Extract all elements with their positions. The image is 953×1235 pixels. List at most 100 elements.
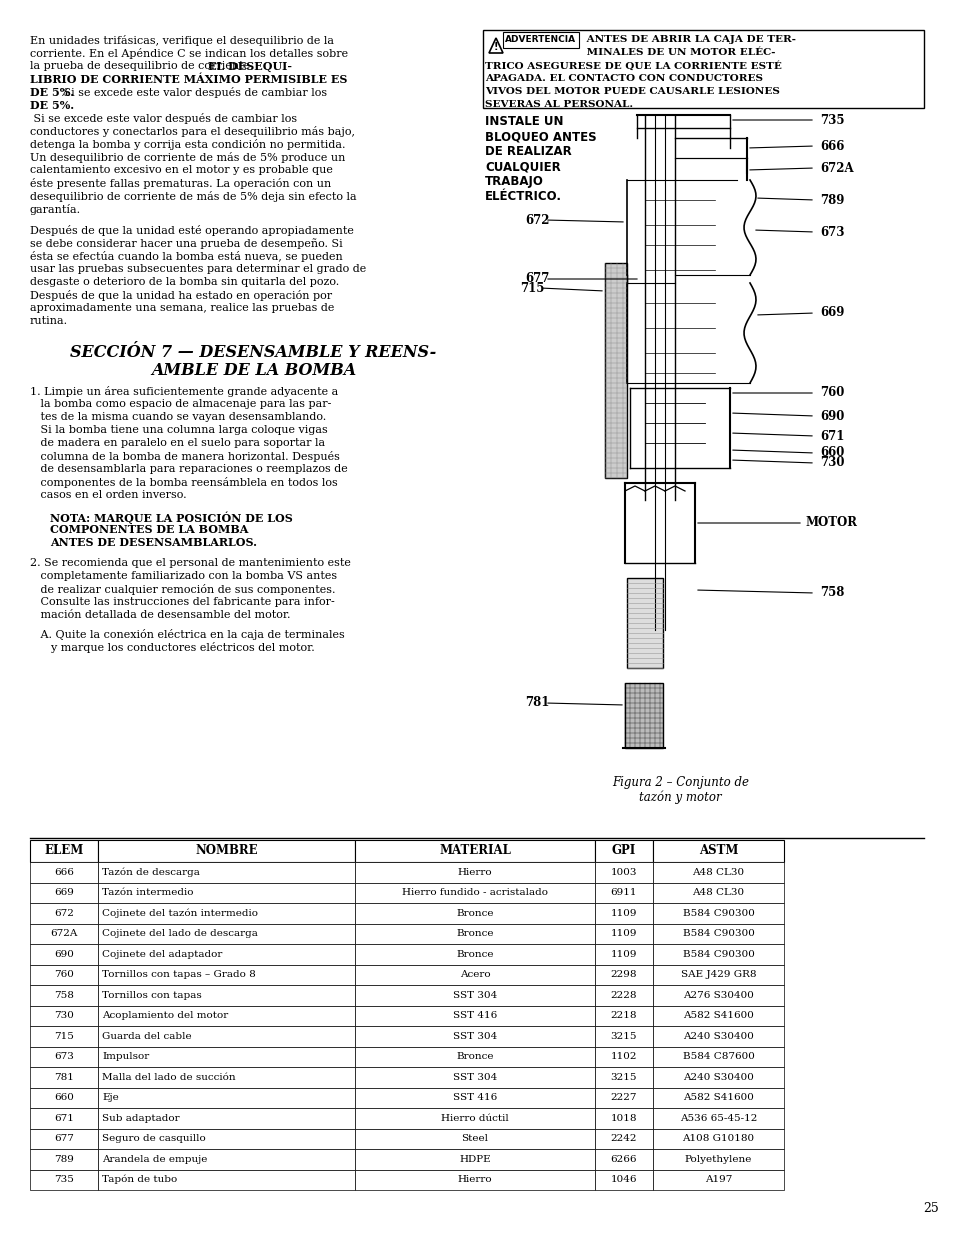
Text: Hierro: Hierro: [457, 868, 492, 877]
Text: Si la bomba tiene una columna larga coloque vigas: Si la bomba tiene una columna larga colo…: [30, 425, 328, 435]
Text: 660: 660: [54, 1093, 74, 1103]
Bar: [30, 986, 98, 1005]
Text: ésta se efectúa cuando la bomba está nueva, se pueden: ésta se efectúa cuando la bomba está nue…: [30, 251, 342, 262]
Text: 715: 715: [520, 282, 544, 294]
Text: 758: 758: [820, 587, 843, 599]
Bar: [355, 986, 595, 1005]
Text: 677: 677: [525, 273, 550, 285]
Text: Bronce: Bronce: [456, 1052, 494, 1061]
Text: 3215: 3215: [610, 1031, 637, 1041]
Text: HDPE: HDPE: [458, 1155, 490, 1163]
Text: SST 416: SST 416: [453, 1093, 497, 1103]
Bar: [595, 1005, 652, 1026]
Text: 1. Limpie un área suficientemente grande adyacente a: 1. Limpie un área suficientemente grande…: [30, 387, 338, 396]
Text: 660: 660: [820, 447, 843, 459]
Text: Arandela de empuje: Arandela de empuje: [102, 1155, 207, 1163]
Text: 735: 735: [820, 114, 843, 126]
Bar: [30, 903, 98, 924]
Bar: [652, 1088, 783, 1108]
Text: GPI: GPI: [611, 845, 636, 857]
Bar: [652, 1005, 783, 1026]
Text: garantía.: garantía.: [30, 204, 81, 215]
Bar: [652, 944, 783, 965]
Text: DE 5%.: DE 5%.: [30, 100, 74, 111]
Bar: [355, 944, 595, 965]
Bar: [30, 1005, 98, 1026]
Text: columna de la bomba de manera horizontal. Después: columna de la bomba de manera horizontal…: [30, 451, 339, 462]
Text: TRICO ASEGURESE DE QUE LA CORRIENTE ESTÉ: TRICO ASEGURESE DE QUE LA CORRIENTE ESTÉ: [484, 61, 781, 70]
Text: 669: 669: [54, 888, 74, 898]
Bar: [595, 1026, 652, 1046]
Text: SECCIÓN 7 — DESENSAMBLE Y REENS-: SECCIÓN 7 — DESENSAMBLE Y REENS-: [71, 345, 436, 361]
Bar: [595, 840, 652, 862]
Text: 677: 677: [54, 1134, 74, 1144]
Text: LIBRIO DE CORRIENTE MÁXIMO PERMISIBLE ES: LIBRIO DE CORRIENTE MÁXIMO PERMISIBLE ES: [30, 74, 347, 85]
Text: Malla del lado de succión: Malla del lado de succión: [102, 1073, 235, 1082]
Text: Cojinete del tazón intermedio: Cojinete del tazón intermedio: [102, 909, 257, 918]
Text: componentes de la bomba reensámblela en todos los: componentes de la bomba reensámblela en …: [30, 477, 337, 488]
Text: BLOQUEO ANTES: BLOQUEO ANTES: [484, 130, 596, 143]
Bar: [30, 1088, 98, 1108]
Text: Un desequilibrio de corriente de más de 5% produce un: Un desequilibrio de corriente de más de …: [30, 152, 345, 163]
Text: corriente. En el Apéndice C se indican los detalles sobre: corriente. En el Apéndice C se indican l…: [30, 48, 348, 59]
Bar: [652, 986, 783, 1005]
Bar: [98, 1129, 355, 1149]
Text: usar las pruebas subsecuentes para determinar el grado de: usar las pruebas subsecuentes para deter…: [30, 264, 366, 274]
Text: Bronce: Bronce: [456, 929, 494, 939]
Text: ELEM: ELEM: [45, 845, 84, 857]
Text: A108 G10180: A108 G10180: [681, 1134, 754, 1144]
Text: Seguro de casquillo: Seguro de casquillo: [102, 1134, 206, 1144]
Bar: [624, 683, 662, 748]
Text: Hierro dúctil: Hierro dúctil: [440, 1114, 508, 1123]
Text: 2298: 2298: [610, 971, 637, 979]
Text: A48 CL30: A48 CL30: [692, 868, 743, 877]
Text: Sub adaptador: Sub adaptador: [102, 1114, 179, 1123]
Text: A276 S30400: A276 S30400: [682, 990, 753, 1000]
Text: Steel: Steel: [461, 1134, 488, 1144]
Bar: [652, 965, 783, 986]
Text: 6911: 6911: [610, 888, 637, 898]
Text: Figura 2 – Conjunto de: Figura 2 – Conjunto de: [612, 776, 748, 789]
Text: éste presente fallas prematuras. La operación con un: éste presente fallas prematuras. La oper…: [30, 178, 331, 189]
Text: AMBLE DE LA BOMBA: AMBLE DE LA BOMBA: [151, 362, 355, 379]
Bar: [30, 883, 98, 903]
Text: VIVOS DEL MOTOR PUEDE CAUSARLE LESIONES: VIVOS DEL MOTOR PUEDE CAUSARLE LESIONES: [484, 86, 779, 96]
Text: mación detallada de desensamble del motor.: mación detallada de desensamble del moto…: [30, 610, 291, 620]
Text: A240 S30400: A240 S30400: [682, 1073, 753, 1082]
Text: Consulte las instrucciones del fabricante para infor-: Consulte las instrucciones del fabricant…: [30, 597, 335, 606]
Text: APAGADA. EL CONTACTO CON CONDUCTORES: APAGADA. EL CONTACTO CON CONDUCTORES: [484, 74, 762, 83]
Bar: [595, 1170, 652, 1191]
Bar: [595, 903, 652, 924]
Text: 25: 25: [923, 1202, 938, 1215]
Text: 6266: 6266: [610, 1155, 637, 1163]
Text: 1018: 1018: [610, 1114, 637, 1123]
Text: DE 5%.: DE 5%.: [30, 86, 74, 98]
Bar: [595, 1067, 652, 1088]
Text: 758: 758: [54, 990, 74, 1000]
Bar: [652, 1108, 783, 1129]
Bar: [355, 965, 595, 986]
Bar: [652, 1046, 783, 1067]
Bar: [355, 1046, 595, 1067]
Text: A240 S30400: A240 S30400: [682, 1031, 753, 1041]
Bar: [652, 840, 783, 862]
Text: se debe considerar hacer una prueba de desempeño. Si: se debe considerar hacer una prueba de d…: [30, 238, 342, 248]
Text: la prueba de desequilibrio de corriente.: la prueba de desequilibrio de corriente.: [30, 61, 257, 70]
Bar: [30, 1046, 98, 1067]
Bar: [652, 1170, 783, 1191]
Text: SAE J429 GR8: SAE J429 GR8: [680, 971, 756, 979]
Bar: [98, 1170, 355, 1191]
Text: B584 C87600: B584 C87600: [681, 1052, 754, 1061]
Text: Impulsor: Impulsor: [102, 1052, 149, 1061]
Bar: [355, 903, 595, 924]
Bar: [595, 986, 652, 1005]
Text: 781: 781: [54, 1073, 74, 1082]
Bar: [355, 1088, 595, 1108]
Text: detenga la bomba y corrija esta condición no permitida.: detenga la bomba y corrija esta condició…: [30, 140, 345, 149]
Bar: [98, 840, 355, 862]
Bar: [355, 1170, 595, 1191]
Text: Acoplamiento del motor: Acoplamiento del motor: [102, 1011, 228, 1020]
Text: 1109: 1109: [610, 909, 637, 918]
Bar: [98, 1005, 355, 1026]
Text: EL DESEQUI-: EL DESEQUI-: [208, 61, 292, 72]
